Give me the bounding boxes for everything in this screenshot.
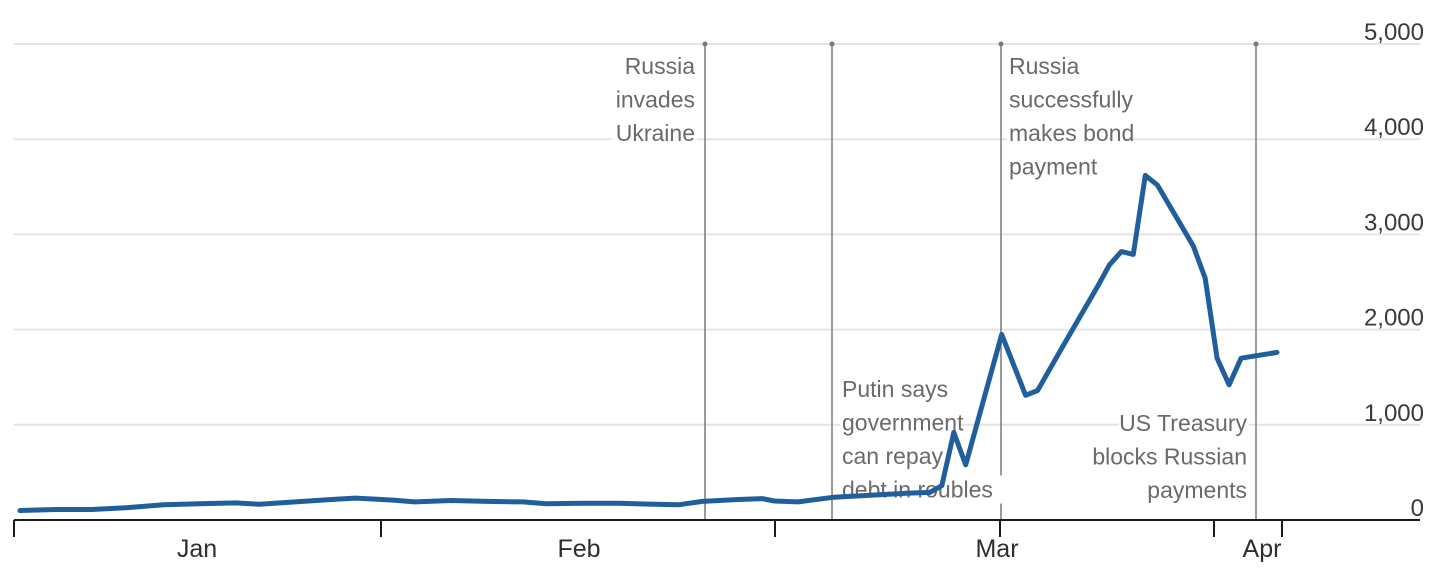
annotation-backdrop [840, 442, 948, 470]
annotation-text: invades [616, 87, 695, 113]
annotation-backdrop [1007, 52, 1080, 80]
annotation-text: Russia [1009, 53, 1080, 79]
x-axis-label: Mar [975, 535, 1018, 563]
annotation-backdrop [840, 375, 959, 403]
annotation-backdrop [1153, 476, 1249, 504]
annotation-dot [829, 41, 835, 47]
annotation-backdrop [1007, 119, 1126, 147]
annotation-text: payment [1009, 154, 1098, 180]
y-tick-label: 5,000 [1364, 19, 1424, 46]
annotation-backdrop [1118, 409, 1249, 437]
annotation-text: Russia [625, 53, 696, 79]
x-axis-label: Feb [557, 535, 600, 563]
annotation-text: Putin says [842, 376, 948, 402]
annotation-text: makes bond [1009, 120, 1134, 146]
y-tick-label: 3,000 [1364, 209, 1424, 236]
annotation-backdrop [1007, 85, 1149, 114]
annotation-dot [998, 41, 1004, 47]
annotation-text: debt in roubles [842, 477, 993, 503]
y-tick-label: 0 [1411, 495, 1424, 522]
annotation-backdrop [612, 85, 697, 114]
annotation-text: successfully [1009, 87, 1133, 113]
annotation-backdrop [612, 119, 697, 147]
annotation-backdrop [1084, 442, 1249, 471]
y-tick-label: 1,000 [1364, 400, 1424, 427]
annotation-text: blocks Russian [1092, 444, 1247, 470]
y-tick-label: 2,000 [1364, 305, 1424, 332]
y-tick-label: 4,000 [1364, 114, 1424, 141]
annotation-backdrop [840, 408, 959, 437]
annotation-text: US Treasury [1119, 410, 1247, 436]
x-axis-label: Apr [1243, 535, 1282, 563]
annotation-text: can repay [842, 443, 944, 469]
annotation-dot [1253, 41, 1259, 47]
annotation-text: Ukraine [616, 120, 695, 146]
annotation-backdrop [1007, 152, 1092, 181]
annotation-text: government [842, 410, 964, 436]
annotation-text: payments [1147, 477, 1247, 503]
annotation-dot [702, 41, 708, 47]
data-series-line [17, 172, 1280, 513]
x-axis-label: Jan [177, 535, 217, 563]
annotation-backdrop [624, 52, 697, 80]
annotation-backdrop [840, 475, 1017, 504]
